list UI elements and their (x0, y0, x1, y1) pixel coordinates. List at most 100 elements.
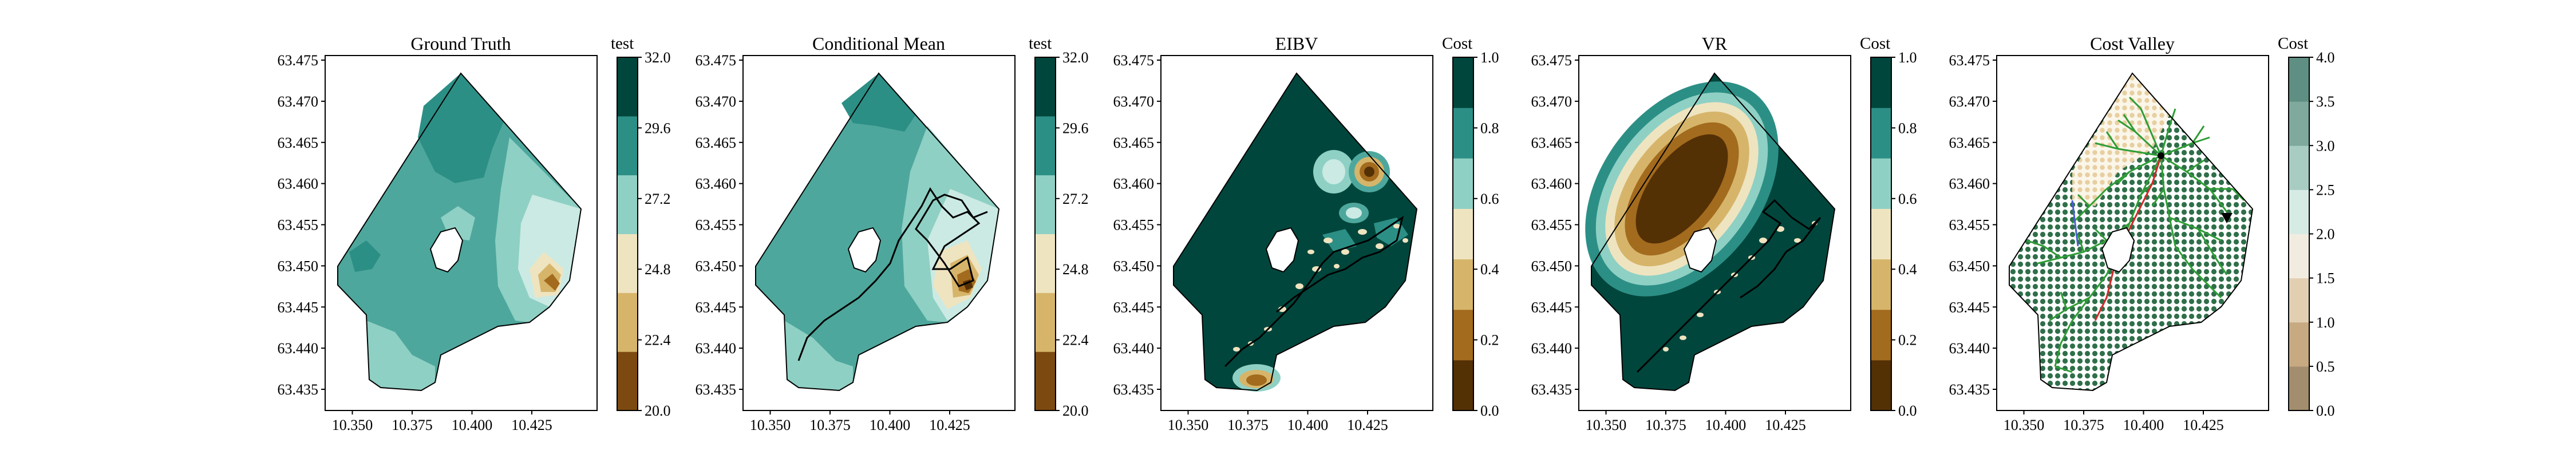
colorbar-tick-label: 1.5 (2316, 270, 2335, 287)
colorbar-tick-label: 24.8 (1062, 261, 1089, 278)
y-tick-label: 63.445 (696, 299, 737, 315)
y-tick-label: 63.435 (1531, 381, 1573, 398)
colorbar-title: Cost (1442, 34, 1472, 53)
y-tick-label: 63.470 (696, 93, 737, 110)
colorbar-frame (1034, 57, 1056, 411)
y-tick-label: 63.465 (1531, 135, 1573, 151)
field-contours (1174, 73, 1417, 392)
y-tick-label: 63.435 (1113, 381, 1155, 398)
field-contours (2009, 73, 2253, 390)
panel-ground-truth: Ground Truth 10.350 10.375 10.400 10.425… (278, 33, 671, 433)
y-tick-labels: 63.475 63.470 63.465 63.460 63.455 63.45… (1113, 52, 1155, 398)
panel-title: EIBV (1275, 33, 1318, 54)
y-tick-label: 63.460 (696, 176, 737, 192)
colorbar-band (1871, 360, 1891, 411)
colorbar-tick-label: 3.0 (2316, 137, 2335, 154)
colorbar: test 32.0 29.6 27.2 24.8 22.4 20.0 (1029, 34, 1089, 419)
x-tick-labels: 10.350 10.375 10.400 10.425 (1168, 417, 1388, 433)
colorbar-band (1871, 158, 1891, 209)
y-tick-label: 63.455 (696, 217, 737, 234)
field-contours (1585, 73, 1835, 390)
y-tick-label: 63.460 (278, 176, 319, 192)
colorbar-tick-label: 20.0 (645, 402, 671, 419)
x-tick-label: 10.350 (332, 417, 373, 433)
y-tick-labels: 63.475 63.470 63.465 63.460 63.455 63.45… (1949, 52, 1990, 398)
colorbar-tick-label: 24.8 (645, 261, 671, 278)
colorbar-band (1453, 360, 1473, 411)
colorbar-band (617, 116, 638, 176)
colorbar-tick-label: 29.6 (1062, 120, 1089, 136)
colorbar-band (1035, 116, 1056, 176)
x-tick-label: 10.375 (1645, 417, 1686, 433)
y-tick-label: 63.465 (278, 135, 319, 151)
y-tick-label: 63.470 (1113, 93, 1155, 110)
x-tick-label: 10.400 (870, 417, 911, 433)
coastline (1591, 72, 1836, 392)
colorbar-band (2289, 189, 2309, 234)
y-tick-label: 63.450 (1113, 258, 1155, 274)
y-tick-labels: 63.475 63.470 63.465 63.460 63.455 63.45… (1531, 52, 1573, 398)
colorbar-band (1035, 57, 1056, 117)
colorbar-tick-label: 29.6 (645, 120, 671, 136)
colorbar-tick-label: 0.0 (2316, 402, 2335, 419)
island (2101, 227, 2135, 273)
colorbar-band (617, 352, 638, 411)
colorbar-title: test (1029, 34, 1052, 53)
y-tick-label: 63.440 (1113, 340, 1155, 357)
start-marker (2158, 152, 2164, 159)
colorbar-tick-label: 22.4 (1062, 332, 1089, 349)
x-tick-label: 10.375 (1227, 417, 1269, 433)
survey-path (797, 187, 988, 361)
coastline (337, 72, 582, 392)
y-tick-label: 63.445 (1113, 299, 1155, 315)
colorbar-band (2289, 145, 2309, 190)
colorbar-tick-label: 4.0 (2316, 49, 2335, 66)
y-tick-label: 63.460 (1949, 176, 1990, 192)
y-tick-label: 63.440 (1949, 340, 1990, 357)
colorbar-band (2289, 101, 2309, 146)
x-tick-label: 10.400 (1705, 417, 1747, 433)
colorbar-band (2289, 234, 2309, 279)
x-tick-label: 10.400 (452, 417, 493, 433)
x-tick-label: 10.425 (1765, 417, 1806, 433)
panel-title: Conditional Mean (812, 33, 945, 54)
colorbar-band (1871, 208, 1891, 260)
axes-frame (1578, 55, 1851, 411)
y-tick-label: 63.470 (1949, 93, 1990, 110)
x-tick-labels: 10.350 10.375 10.400 10.425 (332, 417, 552, 433)
colorbar-tick-label: 0.4 (1898, 261, 1917, 278)
y-tick-label: 63.475 (278, 52, 319, 69)
panel-title: VR (1702, 33, 1728, 54)
survey-path (1224, 215, 1404, 368)
colorbar-band (2289, 366, 2309, 411)
colorbar-tick-label: 0.8 (1898, 120, 1917, 136)
y-tick-label: 63.465 (1113, 135, 1155, 151)
x-tick-label: 10.350 (1586, 417, 1627, 433)
y-tick-label: 63.435 (278, 381, 319, 398)
colorbar: Cost 1.0 0.8 0.6 0.4 0.2 0.0 (1860, 34, 1917, 419)
colorbar-tick-label: 27.2 (645, 191, 671, 207)
survey-path (1636, 199, 1822, 373)
y-tick-label: 63.445 (1531, 299, 1573, 315)
colorbar-title: test (611, 34, 634, 53)
y-tick-label: 63.435 (1949, 381, 1990, 398)
y-tick-label: 63.460 (1113, 176, 1155, 192)
colorbar-title: Cost (2278, 34, 2308, 53)
colorbar: Cost 4.0 3.5 3.0 2.5 2.0 1.5 1.0 0.5 0.0 (2278, 34, 2335, 419)
y-tick-label: 63.460 (1531, 176, 1573, 192)
x-tick-label: 10.350 (750, 417, 791, 433)
x-tick-label: 10.375 (392, 417, 433, 433)
x-tick-label: 10.400 (1287, 417, 1329, 433)
colorbar-band (1035, 234, 1056, 293)
y-tick-label: 63.445 (278, 299, 319, 315)
colorbar-band (1871, 259, 1891, 310)
colorbar-band (617, 57, 638, 117)
x-tick-label: 10.375 (2063, 417, 2104, 433)
field-contours (756, 73, 999, 390)
y-tick-label: 63.440 (696, 340, 737, 357)
y-tick-label: 63.455 (1949, 217, 1990, 234)
colorbar-band (1453, 259, 1473, 310)
colorbar-band (2289, 278, 2309, 323)
colorbar-tick-label: 32.0 (1062, 49, 1089, 66)
